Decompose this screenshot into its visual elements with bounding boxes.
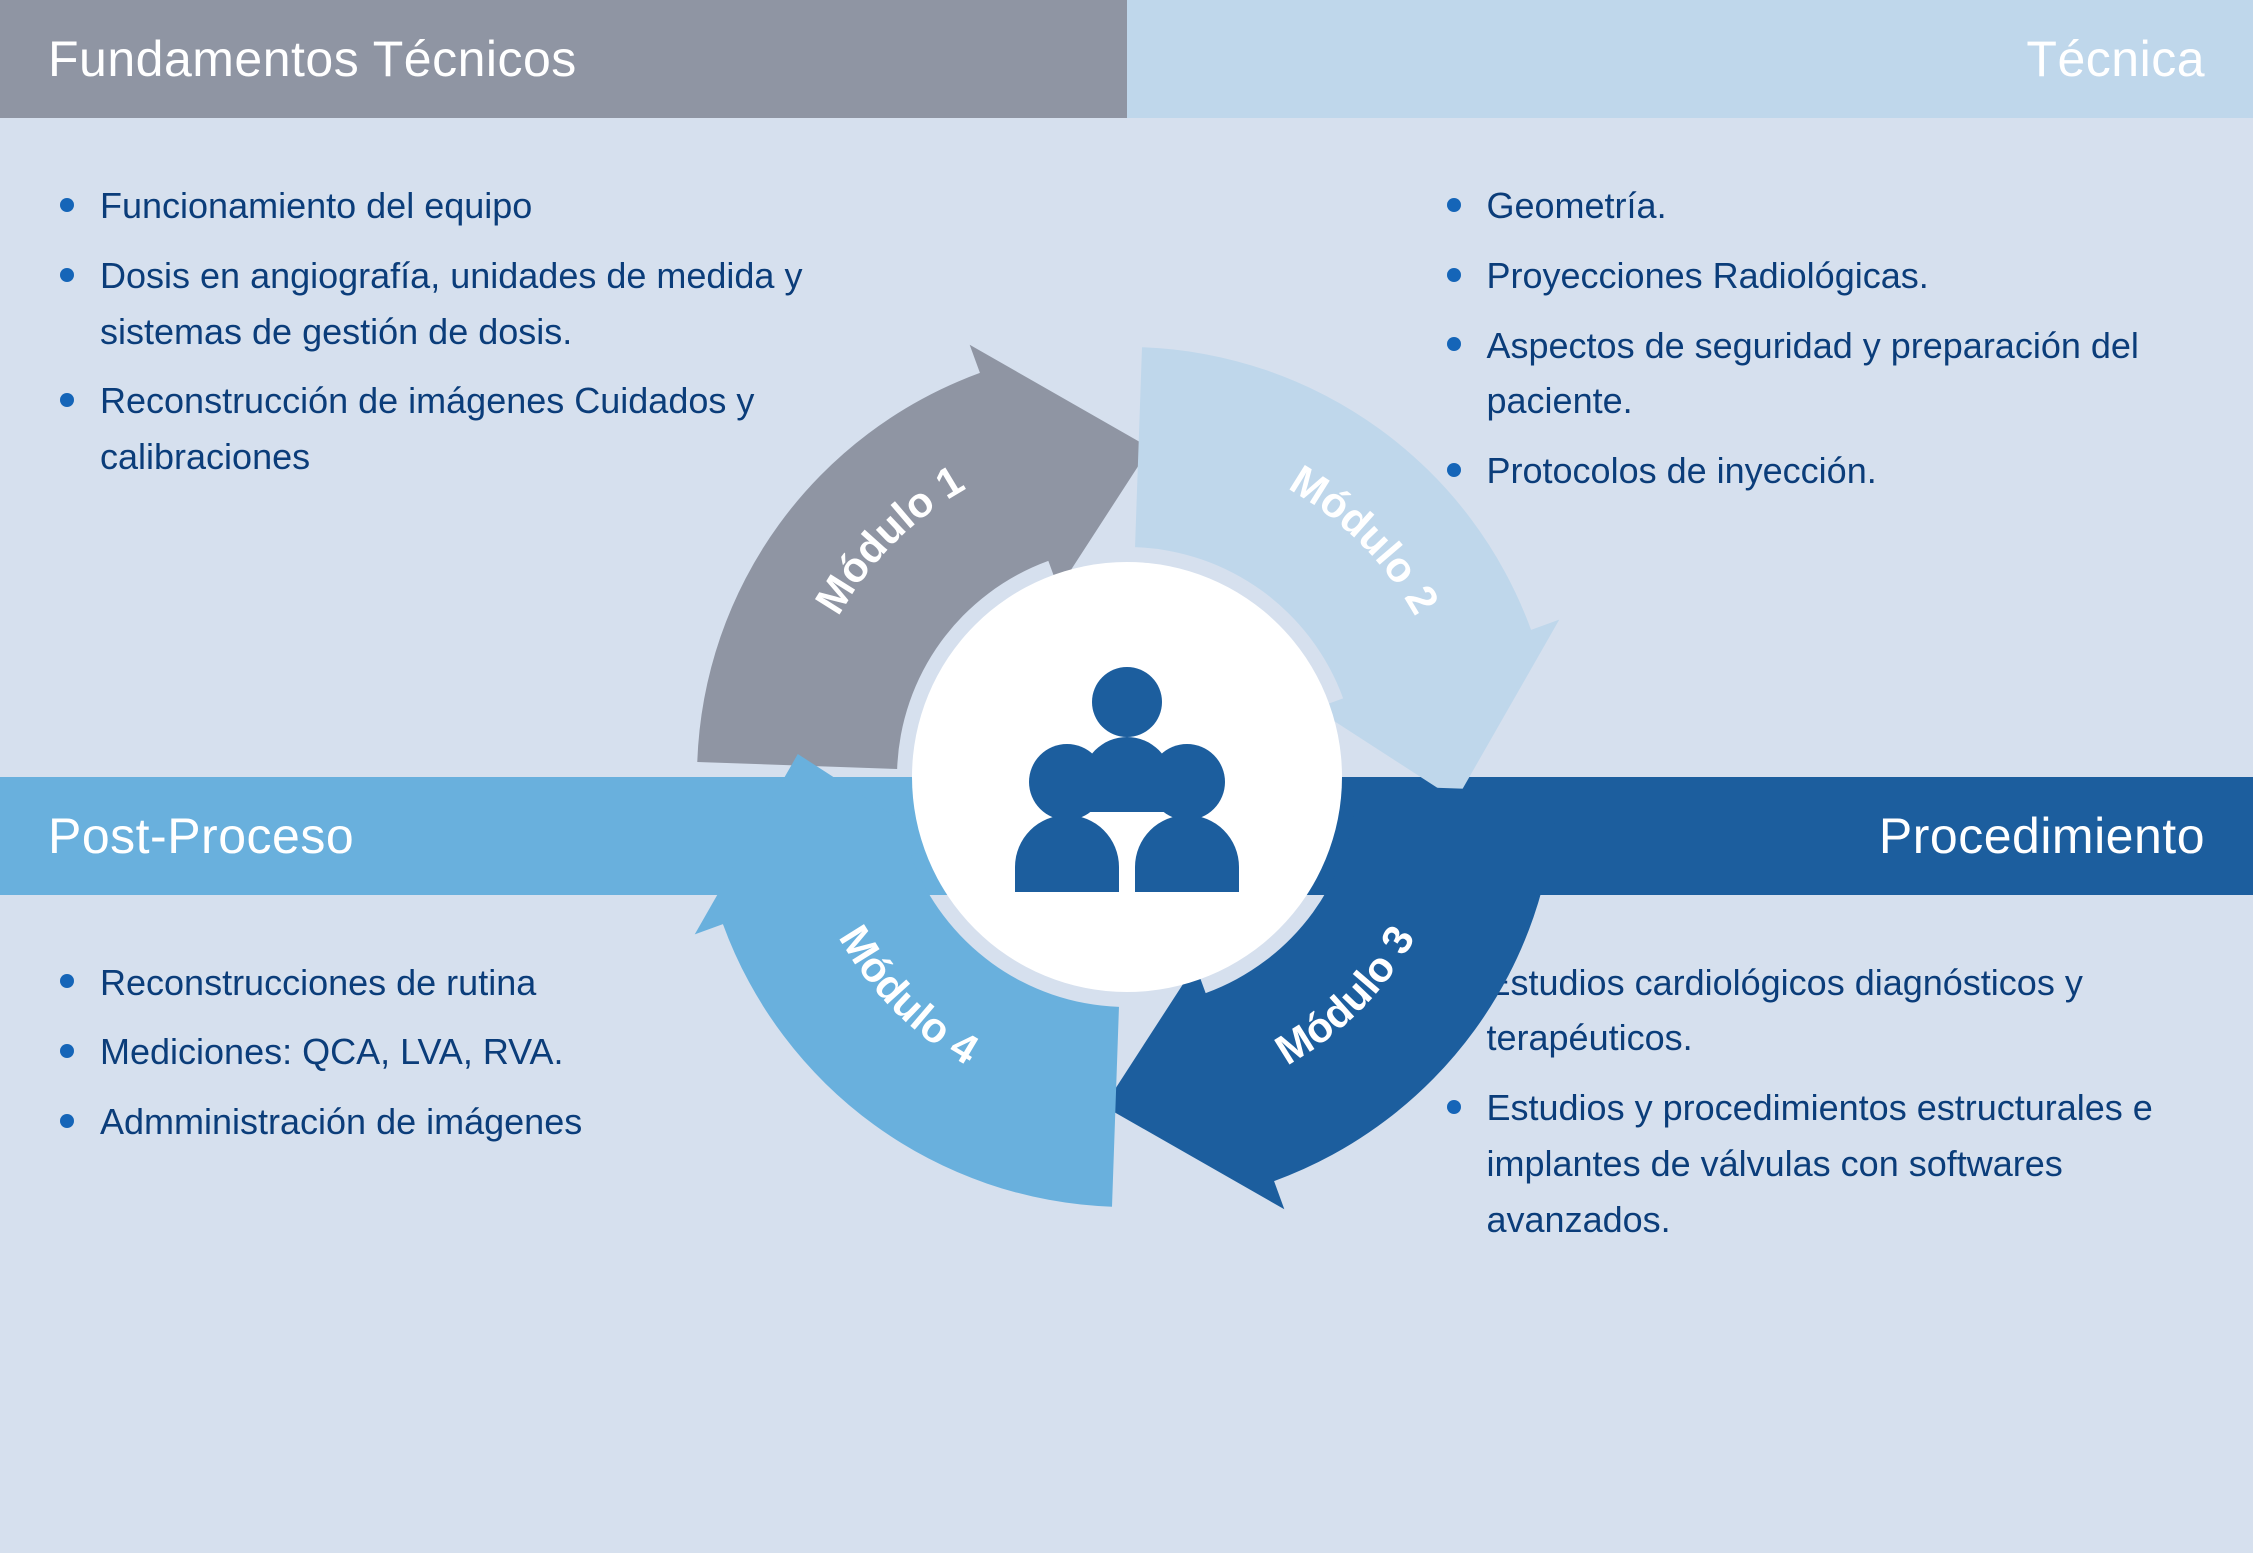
item-list-tr: Geometría. Proyecciones Radiológicas. Aspe… — [1447, 178, 2194, 499]
quadrant-top-right: Técnica Geometría. Proyecciones Radiológi… — [1127, 0, 2253, 777]
list-item: Mediciones: QCA, LVA, RVA. — [60, 1024, 807, 1080]
quadrant-header-tl: Fundamentos Técnicos — [0, 0, 1127, 118]
list-item: Reconstrucción de imágenes Cuidados y ca… — [60, 373, 807, 485]
quadrant-title: Técnica — [2026, 30, 2205, 88]
list-item: Proyecciones Radiológicas. — [1447, 248, 2194, 304]
item-list-bl: Reconstrucciones de rutina Mediciones: QC… — [60, 955, 807, 1150]
list-item: Admministración de imágenes — [60, 1094, 807, 1150]
list-item: Protocolos de inyección. — [1447, 443, 2194, 499]
quadrant-bottom-right: Procedimiento Estudios cardiológicos dia… — [1127, 777, 2253, 1553]
list-item: Funcionamiento del equipo — [60, 178, 807, 234]
quadrant-title: Fundamentos Técnicos — [48, 30, 577, 88]
quadrant-bottom-left: Post-Proceso Reconstrucciones de rutina M… — [0, 777, 1127, 1553]
quadrant-title: Post-Proceso — [48, 807, 354, 865]
quadrant-title: Procedimiento — [1879, 807, 2205, 865]
quadrant-header-br: Procedimiento — [1127, 777, 2253, 895]
quadrant-top-left: Fundamentos Técnicos Funcionamiento del … — [0, 0, 1127, 777]
list-item: Aspectos de seguridad y preparación del … — [1447, 318, 2194, 430]
list-item: Reconstrucciones de rutina — [60, 955, 807, 1011]
quadrant-content-bl: Reconstrucciones de rutina Mediciones: QC… — [0, 895, 1127, 1204]
quadrant-content-br: Estudios cardiológicos diagnósticos y te… — [1127, 895, 2253, 1302]
list-item: Estudios y procedimientos estructurales … — [1447, 1080, 2194, 1247]
list-item: Geometría. — [1447, 178, 2194, 234]
quadrant-header-bl: Post-Proceso — [0, 777, 1127, 895]
quadrant-header-tr: Técnica — [1127, 0, 2253, 118]
list-item: Estudios cardiológicos diagnósticos y te… — [1447, 955, 2194, 1067]
list-item: Dosis en angiografía, unidades de medida… — [60, 248, 807, 360]
item-list-tl: Funcionamiento del equipo Dosis en angiog… — [60, 178, 807, 485]
item-list-br: Estudios cardiológicos diagnósticos y te… — [1447, 955, 2194, 1248]
quadrant-content-tl: Funcionamiento del equipo Dosis en angiog… — [0, 118, 1127, 539]
quadrant-content-tr: Geometría. Proyecciones Radiológicas. Aspe… — [1127, 118, 2253, 553]
